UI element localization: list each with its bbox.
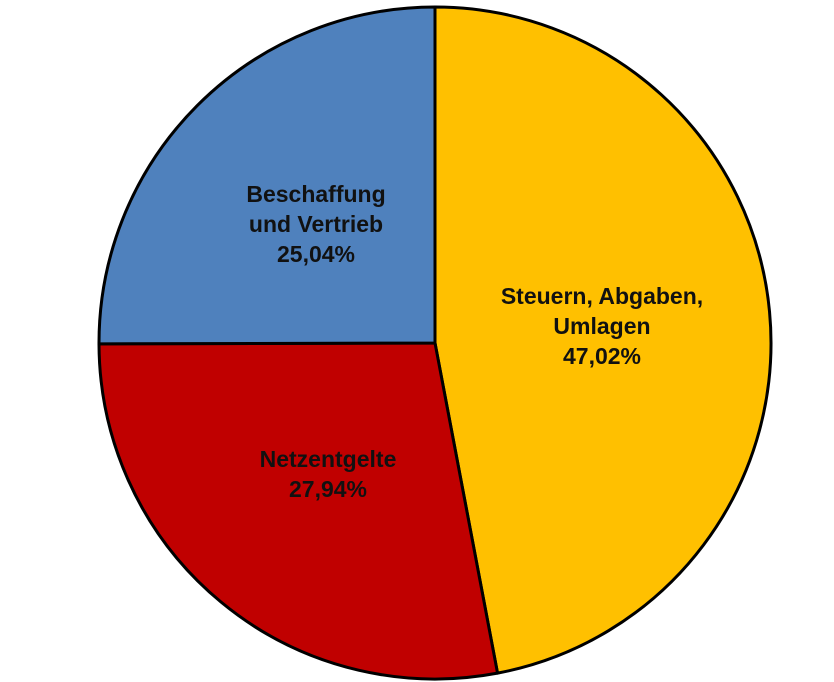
label-value: 27,94% <box>288 476 367 502</box>
label-netzentgelte: Netzentgelte 27,94% <box>260 444 397 504</box>
label-line: und Vertrieb <box>248 211 384 237</box>
label-line: Steuern, Abgaben, <box>500 283 704 309</box>
label-line: Beschaffung <box>246 181 386 207</box>
label-steuern-abgaben-umlagen: Steuern, Abgaben, Umlagen 47,02% <box>501 281 703 371</box>
label-line: Netzentgelte <box>259 446 397 472</box>
label-line: Umlagen <box>553 313 651 339</box>
label-beschaffung-und-vertrieb: Beschaffung und Vertrieb 25,04% <box>246 179 385 269</box>
slice-beschaffung-und-vertrieb <box>97 5 437 346</box>
slice-netzentgelte <box>97 341 500 681</box>
slice-steuern-abgaben-umlagen <box>433 5 773 675</box>
label-value: 25,04% <box>276 241 356 267</box>
label-value: 47,02% <box>562 343 641 369</box>
